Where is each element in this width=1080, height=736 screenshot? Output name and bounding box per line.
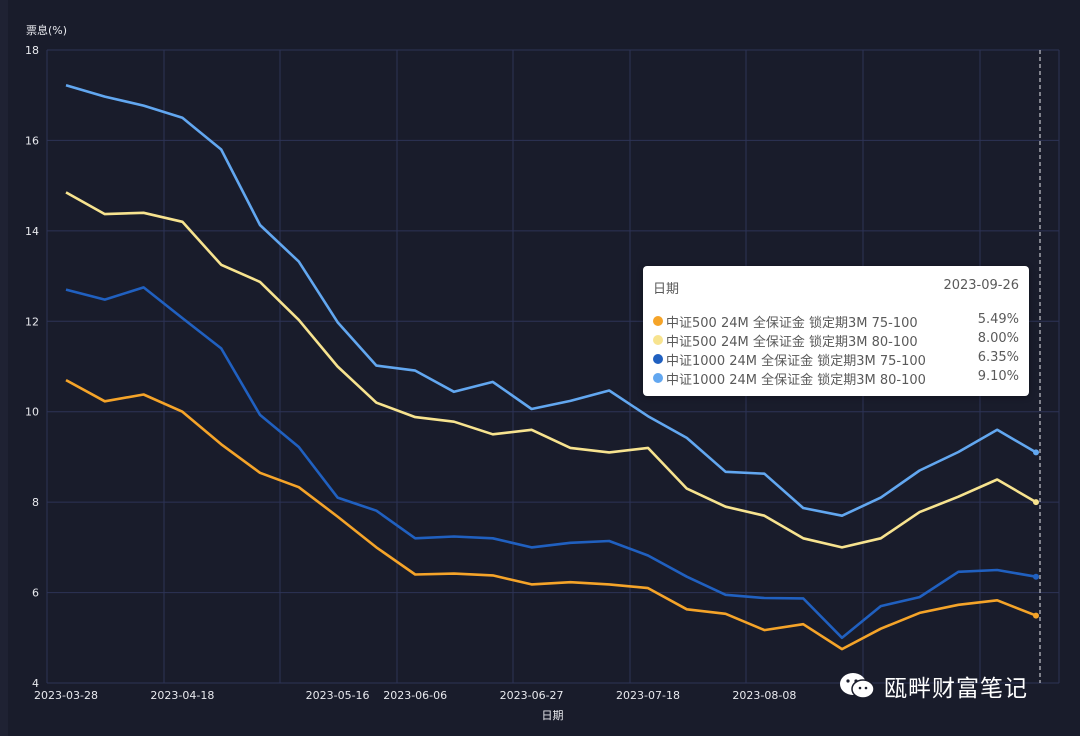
tooltip-series-value: 5.49% bbox=[977, 312, 1019, 327]
y-axis-ticks: 4 6 8 10 12 14 16 18 bbox=[25, 44, 39, 690]
x-tick-label: 2023-04-18 bbox=[150, 689, 214, 702]
series-line bbox=[65, 84, 1037, 518]
y-tick-label: 18 bbox=[25, 44, 39, 57]
watermark: 瓯畔财富笔记 bbox=[838, 666, 1028, 706]
x-tick-label: 2023-06-06 bbox=[383, 689, 447, 702]
x-axis-ticks: 2023-03-28 2023-04-18 2023-05-16 2023-06-06… bbox=[34, 689, 796, 702]
tooltip-series-name: 中证500 24M 全保证金 锁定期3M 80-100 bbox=[666, 335, 918, 350]
tooltip-series-name: 中证1000 24M 全保证金 锁定期3M 75-100 bbox=[666, 354, 926, 369]
series-end-point bbox=[1033, 612, 1039, 619]
series-group bbox=[65, 84, 1039, 651]
x-tick-label: 2023-03-28 bbox=[34, 689, 98, 702]
tooltip-row: 中证500 24M 全保证金 锁定期3M 80-100 8.00% bbox=[653, 331, 1019, 350]
x-tick-label: 2023-08-08 bbox=[732, 689, 796, 702]
tooltip-series-name: 中证1000 24M 全保证金 锁定期3M 80-100 bbox=[666, 373, 926, 388]
series-line bbox=[65, 286, 1037, 640]
y-tick-label: 10 bbox=[25, 406, 39, 419]
tooltip-row: 中证1000 24M 全保证金 锁定期3M 80-100 9.10% bbox=[653, 369, 1019, 388]
series-line bbox=[65, 191, 1037, 549]
tooltip-date-value: 2023-09-26 bbox=[943, 278, 1019, 293]
legend-dot-icon bbox=[653, 335, 663, 345]
y-tick-label: 16 bbox=[25, 134, 39, 147]
series-line bbox=[65, 378, 1037, 651]
tooltip-series-name: 中证500 24M 全保证金 锁定期3M 75-100 bbox=[666, 316, 918, 331]
x-tick-label: 2023-05-16 bbox=[306, 689, 370, 702]
wechat-icon bbox=[840, 673, 875, 699]
watermark-text: 瓯畔财富笔记 bbox=[884, 676, 1028, 702]
y-axis-title: 票息(%) bbox=[26, 24, 68, 37]
legend-dot-icon bbox=[653, 373, 663, 383]
y-tick-label: 14 bbox=[25, 225, 39, 238]
series-end-point bbox=[1033, 499, 1039, 506]
legend-dot-icon bbox=[653, 354, 663, 364]
x-tick-label: 2023-07-18 bbox=[616, 689, 680, 702]
tooltip-date-label: 日期 bbox=[653, 282, 680, 297]
tooltip-series-value: 6.35% bbox=[977, 350, 1019, 365]
tooltip-series-value: 8.00% bbox=[977, 331, 1019, 346]
tooltip-header: 日期 2023-09-26 bbox=[653, 278, 1019, 297]
y-tick-label: 12 bbox=[25, 315, 39, 328]
y-tick-label: 6 bbox=[32, 587, 39, 600]
tooltip: 日期 2023-09-26 中证500 24M 全保证金 锁定期3M 75-10… bbox=[643, 266, 1029, 396]
series-end-point bbox=[1033, 573, 1039, 580]
left-edge-strip bbox=[0, 0, 8, 736]
series-end-point bbox=[1033, 449, 1039, 456]
y-tick-label: 8 bbox=[32, 496, 39, 509]
x-axis-title: 日期 bbox=[541, 709, 564, 722]
tooltip-series-value: 9.10% bbox=[977, 369, 1019, 384]
legend-dot-icon bbox=[653, 316, 663, 326]
x-tick-label: 2023-06-27 bbox=[500, 689, 564, 702]
tooltip-row: 中证500 24M 全保证金 锁定期3M 75-100 5.49% bbox=[653, 312, 1019, 331]
y-tick-label: 4 bbox=[32, 677, 39, 690]
tooltip-row: 中证1000 24M 全保证金 锁定期3M 75-100 6.35% bbox=[653, 350, 1019, 369]
